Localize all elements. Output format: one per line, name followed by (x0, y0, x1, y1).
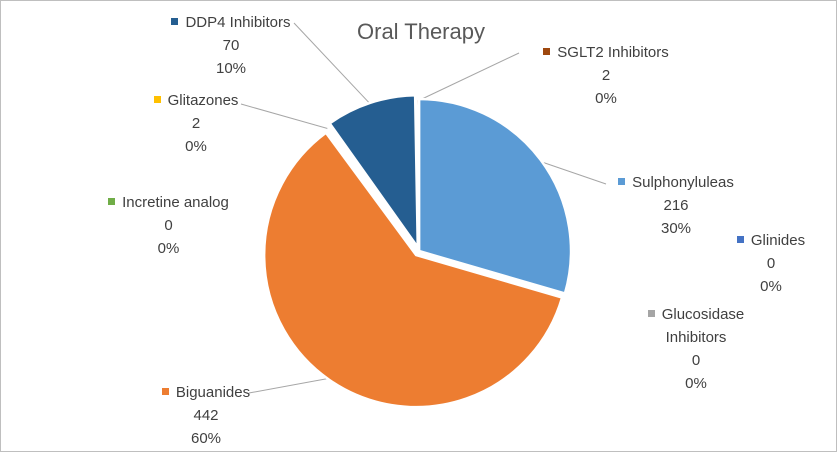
legend-swatch-ddp4-inhibitors (171, 18, 179, 25)
data-label-ddp4-inhibitors: DDP4 Inhibitors 70 10% (141, 11, 321, 80)
pie-slice-sulphonyluleas (417, 97, 573, 296)
label-name: DDP4 Inhibitors (185, 14, 291, 31)
legend-swatch-sulphonyluleas (618, 178, 626, 185)
label-percent: 10% (215, 60, 247, 77)
label-value: 70 (222, 37, 240, 54)
legend-swatch-biguanides (161, 388, 169, 395)
label-percent: 0% (185, 138, 207, 155)
label-name: Incretine analog (122, 194, 229, 211)
leader-lines (240, 22, 607, 394)
leader-line-sulphonyluleas (538, 160, 607, 185)
leader-line-biguanides (248, 377, 331, 394)
pie-slices (262, 93, 573, 409)
label-value: 0 (164, 217, 173, 234)
legend-swatch-glitazones (153, 96, 161, 103)
data-label-glucosidase-inhibitors: Glucosidase Inhibitors 0 0% (621, 303, 771, 395)
leader-line-sglt2-inhibitors (417, 52, 520, 102)
legend-swatch-glucosidase-inhibitors (647, 310, 655, 317)
label-percent: 60% (190, 430, 222, 447)
chart-title: Oral Therapy (357, 19, 485, 44)
pie-slice-sglt2-inhibitors (415, 97, 421, 252)
label-name: Glucosidase Inhibitors (661, 306, 745, 346)
legend-swatch-glinides (736, 236, 744, 243)
data-label-glinides: Glinides 0 0% (721, 229, 821, 298)
label-value: 0 (766, 255, 776, 272)
label-percent: 0% (157, 240, 180, 257)
label-name: Biguanides (175, 384, 251, 401)
legend-swatch-sglt2-inhibitors (543, 48, 551, 55)
label-name: Sulphonyluleas (632, 174, 734, 191)
label-percent: 30% (660, 220, 692, 237)
data-label-biguanides: Biguanides 442 60% (131, 381, 281, 450)
legend-swatch-incretine-analog (108, 198, 116, 205)
label-value: 0 (691, 352, 701, 369)
leader-line-ddp4-inhibitors (293, 22, 372, 106)
label-name: Glitazones (167, 92, 239, 109)
label-percent: 0% (760, 278, 782, 295)
data-label-incretine-analog: Incretine analog 0 0% (81, 191, 256, 260)
label-name: Glinides (750, 232, 806, 249)
label-value: 2 (191, 115, 201, 132)
pie-slice-biguanides (262, 130, 564, 409)
data-label-sglt2-inhibitors: SGLT2 Inhibitors 2 0% (516, 41, 696, 110)
label-value: 2 (601, 67, 611, 84)
label-percent: 0% (685, 375, 707, 392)
label-percent: 0% (595, 90, 617, 107)
label-value: 216 (663, 197, 689, 214)
leader-line-glitazones (240, 103, 332, 130)
label-value: 442 (193, 407, 219, 424)
pie-slice-ddp4-inhibitors (327, 93, 420, 252)
data-label-sulphonyluleas: Sulphonyluleas 216 30% (601, 171, 751, 240)
data-label-glitazones: Glitazones 2 0% (126, 89, 266, 158)
label-name: SGLT2 Inhibitors (557, 44, 669, 61)
